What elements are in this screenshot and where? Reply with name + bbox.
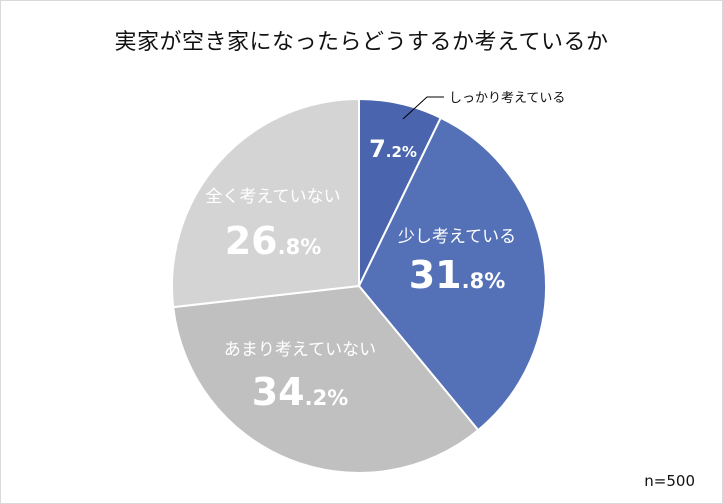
slice-name-label-4: 全く考えていない [205,187,340,207]
pie-slice-4 [171,97,360,309]
slice-value-label-2: 31.8% [409,253,506,297]
sample-size-note: n=500 [644,472,695,490]
slice-value-label-4: 26.8% [225,219,322,263]
slice-value-label-3: 34.2% [252,370,349,414]
callout-leader-line [402,96,444,120]
slice-name-label-3: あまり考えていない [224,340,376,360]
callout-label: しっかり考えている [449,91,565,106]
pie-slice-2 [357,116,547,432]
slice-name-label-2: 少し考えている [398,227,516,247]
pie-slice-3 [172,284,480,474]
chart-title: 実家が空き家になったらどうするか考えているか [114,30,609,55]
slice-value-label-1: 7.2% [369,135,417,163]
